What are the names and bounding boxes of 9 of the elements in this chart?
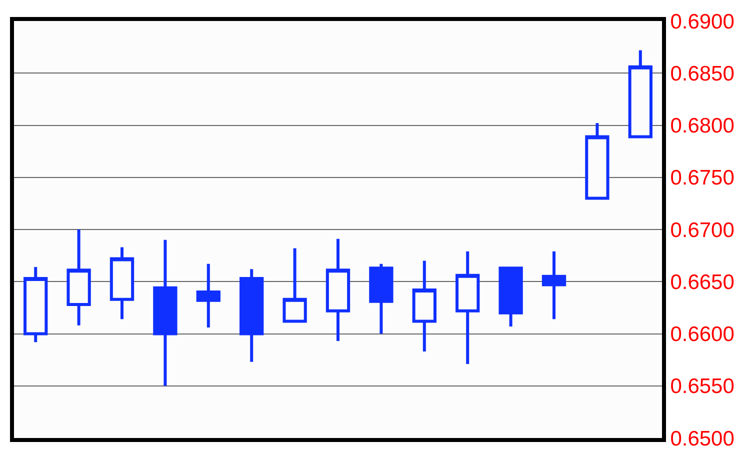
- y-tick-label: 0.6850: [670, 62, 734, 86]
- y-tick-label: 0.6900: [670, 10, 734, 34]
- y-tick-label: 0.6550: [670, 375, 734, 398]
- y-tick-label: 0.6800: [670, 114, 734, 138]
- y-tick-label: 0.6650: [670, 270, 734, 294]
- y-tick-label: 0.6700: [670, 218, 734, 242]
- y-tick-label: 0.6500: [670, 427, 734, 450]
- y-tick-label: 0.6600: [670, 323, 734, 346]
- y-tick-label: 0.6750: [670, 166, 734, 190]
